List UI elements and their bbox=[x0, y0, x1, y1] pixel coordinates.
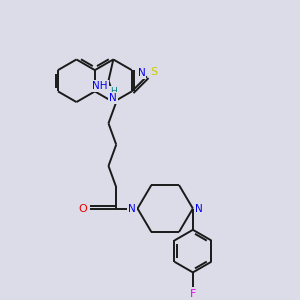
Text: N: N bbox=[110, 93, 117, 103]
Text: N: N bbox=[138, 68, 145, 78]
Text: NH: NH bbox=[92, 81, 107, 91]
Text: O: O bbox=[78, 203, 87, 214]
Text: N: N bbox=[195, 203, 203, 214]
Text: F: F bbox=[190, 289, 196, 299]
Text: N: N bbox=[128, 203, 136, 214]
Text: H: H bbox=[110, 87, 117, 96]
Text: S: S bbox=[150, 67, 157, 76]
